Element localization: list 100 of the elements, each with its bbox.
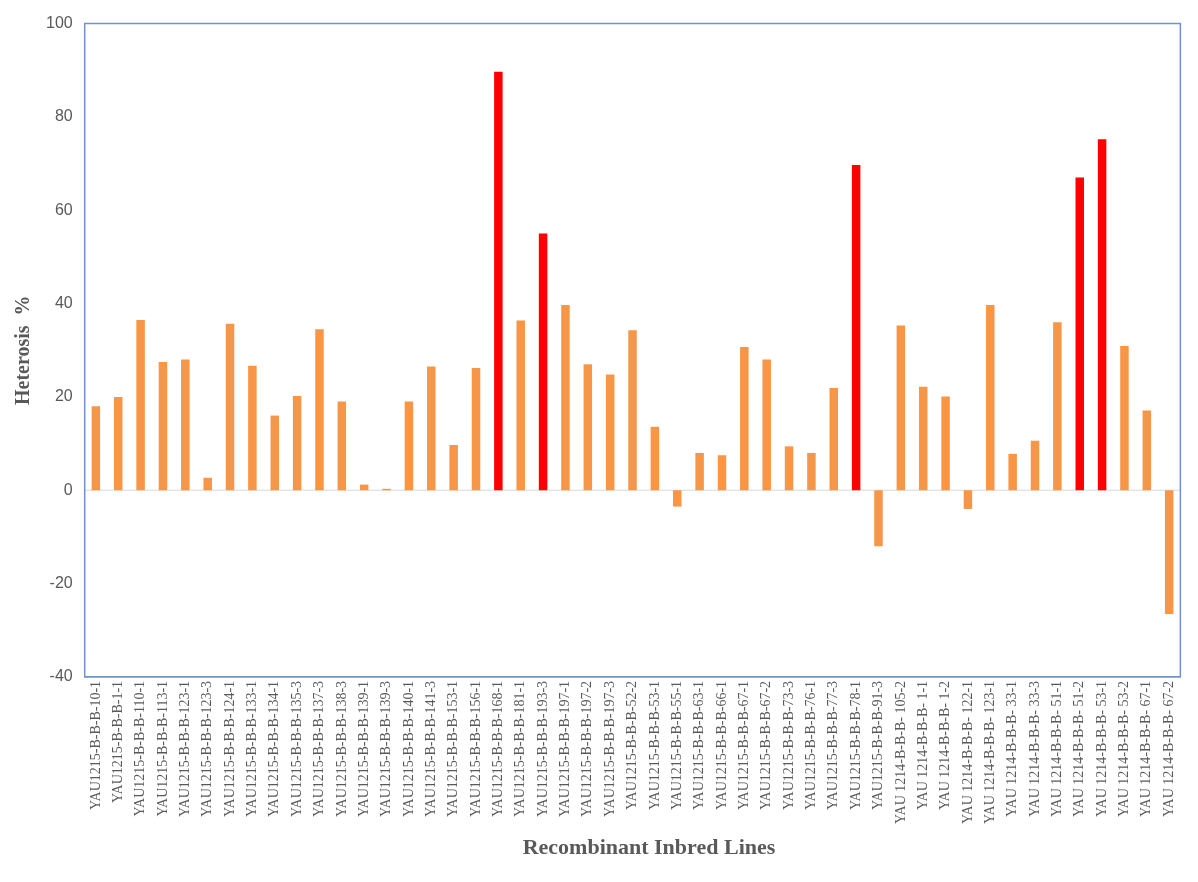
bar	[248, 365, 257, 491]
bar	[851, 164, 861, 491]
bar	[874, 490, 883, 547]
bar	[807, 452, 816, 491]
x-tick-label: YAU1215-B-B-B-78-1	[847, 680, 863, 811]
x-tick-label: YAU 1214-B-B-B- 51-1	[1049, 680, 1065, 818]
bar	[225, 323, 235, 491]
x-tick-label: YAU1215-B-B-B-77-3	[825, 680, 841, 811]
bar	[695, 452, 704, 491]
bar	[292, 395, 302, 491]
x-tick-label: YAU1215-B-B-B-73-3	[780, 680, 796, 811]
y-tick-label: -20	[49, 573, 73, 591]
bar	[740, 346, 749, 491]
bar	[628, 330, 637, 491]
bar	[538, 233, 548, 491]
x-tick-label: YAU1215-B-B-B-197-2	[579, 680, 595, 818]
bar	[158, 361, 168, 491]
x-tick-label: YAU1215-B-B-B-52-2	[624, 680, 640, 811]
y-tick-label: 40	[54, 293, 73, 311]
y-tick-label: -40	[49, 667, 73, 685]
bar	[583, 364, 593, 491]
y-tick-label: 60	[54, 200, 73, 218]
x-tick-label: YAU1215-B-B-B-181-1	[512, 680, 528, 818]
y-tick-label: 100	[45, 14, 73, 32]
bar	[1142, 410, 1152, 491]
bar	[829, 388, 839, 491]
bar	[1120, 346, 1129, 491]
bar	[918, 386, 928, 491]
x-tick-label: YAU1215-B-B-B-123-3	[199, 680, 215, 818]
x-tick-label: YAU1215-B-B-B-197-1	[557, 680, 573, 818]
bar	[181, 359, 190, 491]
x-tick-label: YAU 1214-B-B-B- 53-1	[1093, 680, 1109, 818]
x-tick-label: YAU1215-B-B-B-76-1	[803, 680, 819, 811]
x-tick-label: YAU 1214-B-B-B- 123-1	[981, 680, 997, 825]
x-tick-label: YAU 1214-B-B-B- 105-2	[892, 680, 908, 825]
x-tick-label: YAU1215-B-B-B-67-2	[758, 680, 774, 811]
x-tick-label: YAU 1214-B-B-B- 122-1	[959, 680, 975, 825]
bar	[136, 319, 145, 491]
x-tick-label: YAU 1214-B-B-B- 67-1	[1138, 680, 1154, 818]
x-tick-label: YAU1215-B-B-B-193-3	[534, 680, 550, 818]
x-tick-label: YAU1215-B-B-B-67-1	[736, 680, 751, 811]
bar	[91, 406, 101, 491]
bar	[1097, 139, 1107, 491]
x-tick-label: YAU1215-B-B-B-156-1	[467, 680, 483, 818]
bar	[270, 415, 280, 491]
x-tick-label: YAU1215-B-B-B-134-1	[266, 680, 282, 818]
bar	[1008, 453, 1017, 491]
bar	[203, 477, 212, 491]
bar	[762, 359, 771, 491]
x-tick-label: YAU1215-B-B-B-91-3	[870, 680, 886, 811]
x-tick-label: YAU1215-B-B-B-63-1	[691, 680, 707, 811]
bar	[337, 401, 347, 491]
x-tick-label: YAU 1214-B-B-B- 53-2	[1116, 680, 1132, 818]
x-tick-label: YAU 1214-B-B-B- 1-2	[937, 680, 953, 811]
x-tick-label: YAU1215-B-B-B-153-1	[445, 680, 461, 818]
bar	[516, 320, 525, 491]
bar	[673, 490, 682, 507]
bar	[315, 329, 324, 491]
x-tick-label: YAU1215-B-B-B-168-1	[490, 680, 506, 818]
y-axis-title: Heterosis %	[11, 295, 34, 406]
bar	[494, 71, 503, 491]
bar	[650, 426, 660, 491]
bar	[1075, 177, 1084, 491]
bar	[717, 455, 727, 491]
x-tick-label: YAU1215-B-B-B-55-1	[668, 680, 684, 811]
x-tick-label: YAU1215-B-B-B-123-1	[176, 680, 192, 818]
bar	[941, 396, 950, 491]
bar	[471, 367, 481, 491]
x-tick-label: YAU 1214-B-B-B- 33-3	[1026, 680, 1042, 818]
x-tick-label: YAU1215-B-B-B-140-1	[400, 680, 416, 818]
bar	[427, 366, 436, 491]
bar	[784, 446, 794, 491]
x-tick-label: YAU1215-B-B-B-113-1	[154, 680, 170, 817]
bar	[561, 304, 570, 491]
x-tick-label: YAU 1214-B-B-B- 51-2	[1071, 680, 1087, 818]
x-tick-label: YAU1215-B-B-B-138-3	[333, 680, 349, 818]
x-tick-label: YAU1215-B-B-B-133-1	[244, 680, 260, 818]
y-tick-label: 80	[54, 107, 73, 125]
x-tick-label: YAU1215-B-B-B-139-1	[355, 680, 371, 818]
y-tick-label: 0	[63, 480, 73, 498]
bar	[1030, 440, 1040, 491]
x-tick-label: YAU1215-B-B-B-1-1	[109, 680, 125, 804]
bar	[1164, 490, 1174, 614]
x-tick-label: YAU1215-B-B-B-141-3	[422, 680, 438, 818]
x-tick-label: YAU1215-B-B-B-53-1	[646, 680, 662, 811]
x-tick-label: YAU1215-B-B-B-124-1	[221, 680, 237, 818]
x-tick-label: YAU 1214-B-B-B- 33-1	[1004, 680, 1020, 818]
bar	[896, 325, 906, 491]
bar	[963, 490, 973, 509]
x-tick-label: YAU 1214-B-B-B- 67-2	[1160, 680, 1176, 818]
x-tick-label: YAU1215-B-B-B-10-1	[87, 680, 103, 811]
bar	[404, 401, 414, 491]
x-tick-label: YAU1215-B-B-B-110-1	[132, 680, 148, 817]
x-axis-title: Recombinant Inbred Lines	[521, 834, 777, 860]
x-tick-label: YAU1215-B-B-B-197-3	[601, 680, 617, 818]
bar	[449, 444, 458, 491]
x-tick-label: YAU 1214-B-B-B- 1-1	[914, 680, 930, 811]
bar	[605, 374, 615, 491]
x-tick-label: YAU1215-B-B-B-139-3	[378, 680, 394, 818]
x-tick-label: YAU1215-B-B-B-137-3	[311, 680, 327, 818]
